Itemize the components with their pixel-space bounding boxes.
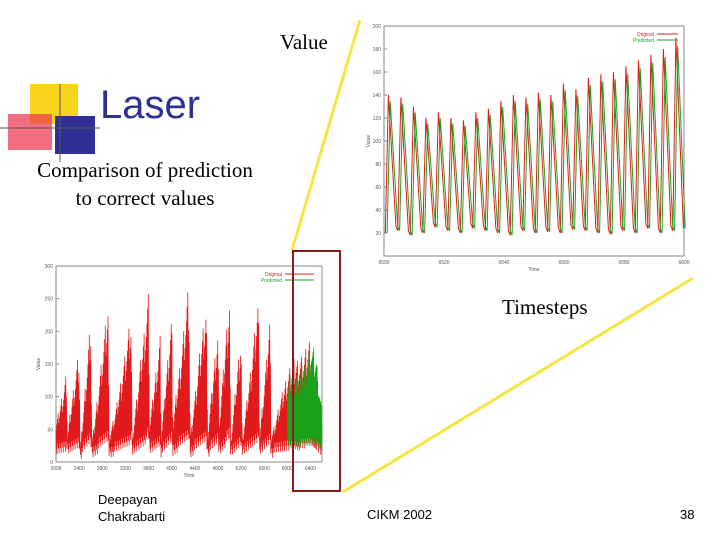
zoom-box <box>292 250 341 492</box>
legend-label: Original <box>637 32 654 38</box>
x-tick-label: 2800 <box>97 466 108 472</box>
y-tick-label: 200 <box>45 329 54 335</box>
x-tick-label: 6400 <box>305 466 316 472</box>
logo-red-square <box>8 114 52 150</box>
zoomed-series-chart: 20 40 60 80 100 120 140 160 180 200 6500 6520 6540 65… <box>366 24 690 273</box>
author-last-name: Chakrabarti <box>98 509 166 524</box>
x-tick-label: 6600 <box>678 260 689 266</box>
x-tick-label: 4000 <box>166 466 177 472</box>
legend-label: Original <box>265 272 282 278</box>
series-line-original <box>55 292 323 459</box>
y-tick-label: 100 <box>373 139 382 145</box>
y-tick-label: 0 <box>50 460 53 466</box>
subtitle-line-1: Comparison of prediction <box>37 158 253 182</box>
plot-frame <box>383 25 685 257</box>
value-axis-callout: Value <box>280 30 328 54</box>
author-first-name: Deepayan <box>98 492 158 507</box>
series-line-original <box>384 37 684 236</box>
full-series-chart: 0 50 100 150 200 250 300 2000 2400 2800 3200 3600 40… <box>36 264 323 479</box>
legend-label: Predicted <box>633 38 654 44</box>
x-tick-label: 6540 <box>498 260 509 266</box>
y-tick-label: 140 <box>373 93 382 99</box>
x-tick-label: 5600 <box>259 466 270 472</box>
x-tick-label: 6520 <box>438 260 449 266</box>
callout-line-top <box>290 19 362 251</box>
x-tick-label: 4400 <box>189 466 200 472</box>
x-axis-label: Time <box>529 267 540 273</box>
slide-subtitle: Comparison of prediction to correct valu… <box>10 156 280 212</box>
timesteps-axis-callout: Timesteps <box>502 295 588 319</box>
x-tick-label: 5200 <box>235 466 246 472</box>
y-tick-label: 250 <box>45 297 54 303</box>
y-tick-label: 20 <box>375 231 381 237</box>
y-axis-label: Value <box>36 358 42 371</box>
y-tick-label: 50 <box>47 427 53 433</box>
x-tick-label: 6000 <box>282 466 293 472</box>
y-tick-label: 60 <box>375 185 381 191</box>
x-tick-label: 3200 <box>120 466 131 472</box>
y-axis-label: Value <box>366 135 372 148</box>
x-tick-label: 6580 <box>618 260 629 266</box>
slide-page-number: 38 <box>680 507 695 522</box>
y-tick-label: 100 <box>45 395 54 401</box>
x-tick-label: 3600 <box>143 466 154 472</box>
y-tick-label: 120 <box>373 116 382 122</box>
footer-author: Deepayan Chakrabarti <box>98 491 165 525</box>
footer-conference: CIKM 2002 <box>367 507 433 522</box>
y-tick-label: 150 <box>45 362 54 368</box>
logo-blue-square <box>55 116 95 154</box>
x-axis-label: Time <box>184 473 195 479</box>
y-tick-label: 80 <box>375 162 381 168</box>
legend-label: Predicted <box>261 278 282 284</box>
x-tick-label: 6560 <box>558 260 569 266</box>
slide-title: Laser <box>100 83 201 127</box>
subtitle-line-2: to correct values <box>75 186 215 210</box>
x-tick-label: 4800 <box>212 466 223 472</box>
y-tick-label: 180 <box>373 47 382 53</box>
series-line-predicted <box>386 46 686 236</box>
logo-icon <box>0 84 100 162</box>
y-tick-label: 300 <box>45 264 54 270</box>
y-tick-label: 40 <box>375 208 381 214</box>
y-tick-label: 160 <box>373 70 382 76</box>
callout-line-bottom <box>342 276 694 494</box>
x-tick-label: 6500 <box>378 260 389 266</box>
x-tick-label: 2000 <box>50 466 61 472</box>
x-tick-label: 2400 <box>74 466 85 472</box>
y-tick-label: 200 <box>373 24 382 30</box>
